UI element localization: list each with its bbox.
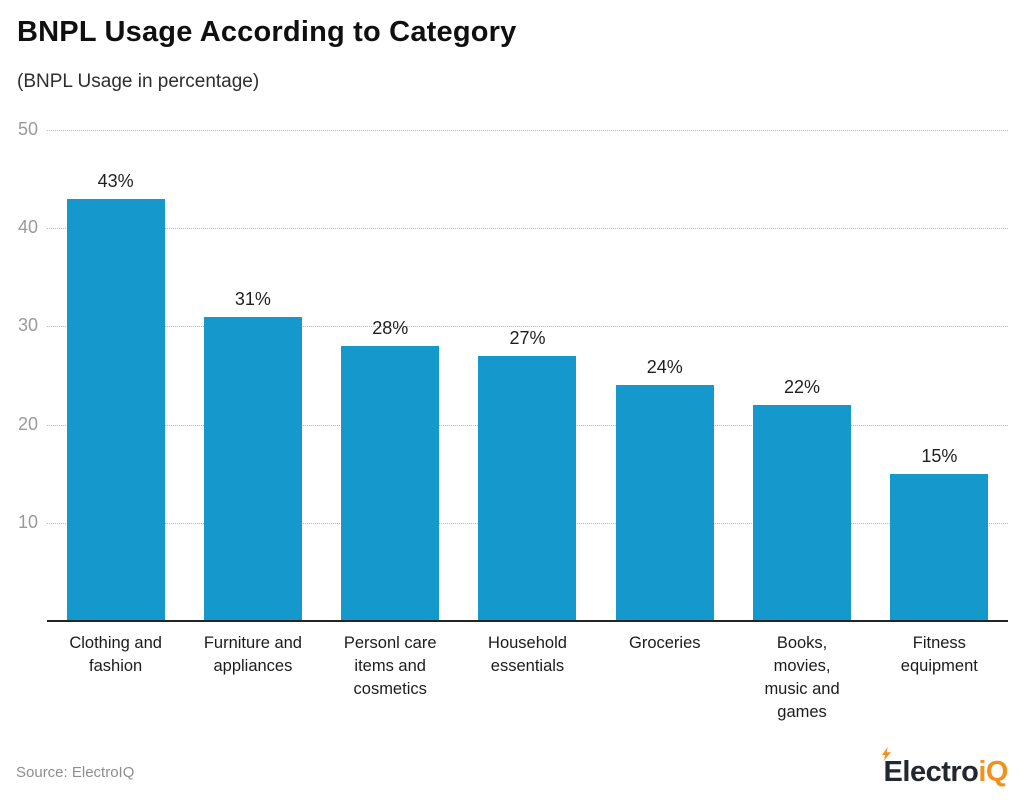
bar-5: 24% bbox=[615, 357, 714, 621]
brand-name-dark: Electro bbox=[881, 747, 979, 788]
brand-name-dark-text: Electro bbox=[883, 756, 979, 788]
bar-slot: 15% bbox=[871, 130, 1008, 621]
bar-value-label: 27% bbox=[509, 327, 546, 348]
category-label: Groceries bbox=[629, 634, 701, 652]
bars: 43% 31% 28% 27% 24% 22% 15% bbox=[47, 130, 1008, 621]
category-label: Personl care items and cosmetics bbox=[343, 634, 437, 698]
brand-name-accent: iQ bbox=[978, 756, 1008, 788]
category-label: Household essentials bbox=[488, 634, 567, 675]
bar-value-label: 28% bbox=[372, 318, 409, 339]
bar-3: 28% bbox=[341, 318, 440, 621]
y-axis-tick-label: 10 bbox=[17, 511, 38, 532]
bar-value-label: 15% bbox=[921, 445, 958, 466]
bar-slot: 27% bbox=[459, 130, 596, 621]
category-label: Clothing and fashion bbox=[69, 634, 162, 675]
bar-2: 31% bbox=[203, 289, 302, 621]
category-label: Fitness equipment bbox=[900, 634, 978, 675]
chart-title: BNPL Usage According to Category bbox=[17, 16, 517, 48]
bar-1: 43% bbox=[66, 171, 165, 621]
plot-area: 43% 31% 28% 27% 24% 22% 15% bbox=[47, 130, 1008, 621]
y-axis-tick-label: 30 bbox=[17, 315, 38, 336]
bar-slot: 31% bbox=[184, 130, 321, 621]
y-axis: 50 40 30 20 10 bbox=[0, 119, 38, 621]
gridline bbox=[47, 228, 1008, 230]
bar-value-label: 43% bbox=[97, 170, 134, 191]
category-labels: Clothing and fashion Furniture and applia… bbox=[47, 632, 1008, 724]
gridline bbox=[47, 326, 1008, 328]
bar-slot: 22% bbox=[733, 130, 870, 621]
category-label: Books, movies, music and games bbox=[764, 634, 840, 721]
bar-value-label: 31% bbox=[234, 288, 271, 309]
bar-slot: 43% bbox=[47, 130, 184, 621]
brand-logo: ElectroiQ bbox=[881, 747, 1008, 789]
bar-slot: 28% bbox=[322, 130, 459, 621]
y-axis-tick-label: 20 bbox=[17, 413, 38, 434]
bar-6: 22% bbox=[753, 377, 852, 621]
bar-4: 27% bbox=[478, 328, 577, 621]
category-label: Furniture and appliances bbox=[203, 634, 302, 675]
bar-slot: 24% bbox=[596, 130, 733, 621]
lightning-bolt-icon bbox=[881, 747, 891, 761]
source-note: Source: ElectroIQ bbox=[16, 764, 135, 781]
x-axis-line bbox=[47, 620, 1008, 622]
y-axis-tick-label: 50 bbox=[17, 119, 38, 140]
chart-subtitle: (BNPL Usage in percentage) bbox=[17, 71, 260, 92]
y-axis-tick-label: 40 bbox=[17, 217, 38, 238]
bar-value-label: 22% bbox=[784, 376, 821, 397]
gridline bbox=[47, 130, 1008, 131]
bar-7: 15% bbox=[890, 446, 989, 621]
bar-value-label: 24% bbox=[646, 357, 683, 378]
